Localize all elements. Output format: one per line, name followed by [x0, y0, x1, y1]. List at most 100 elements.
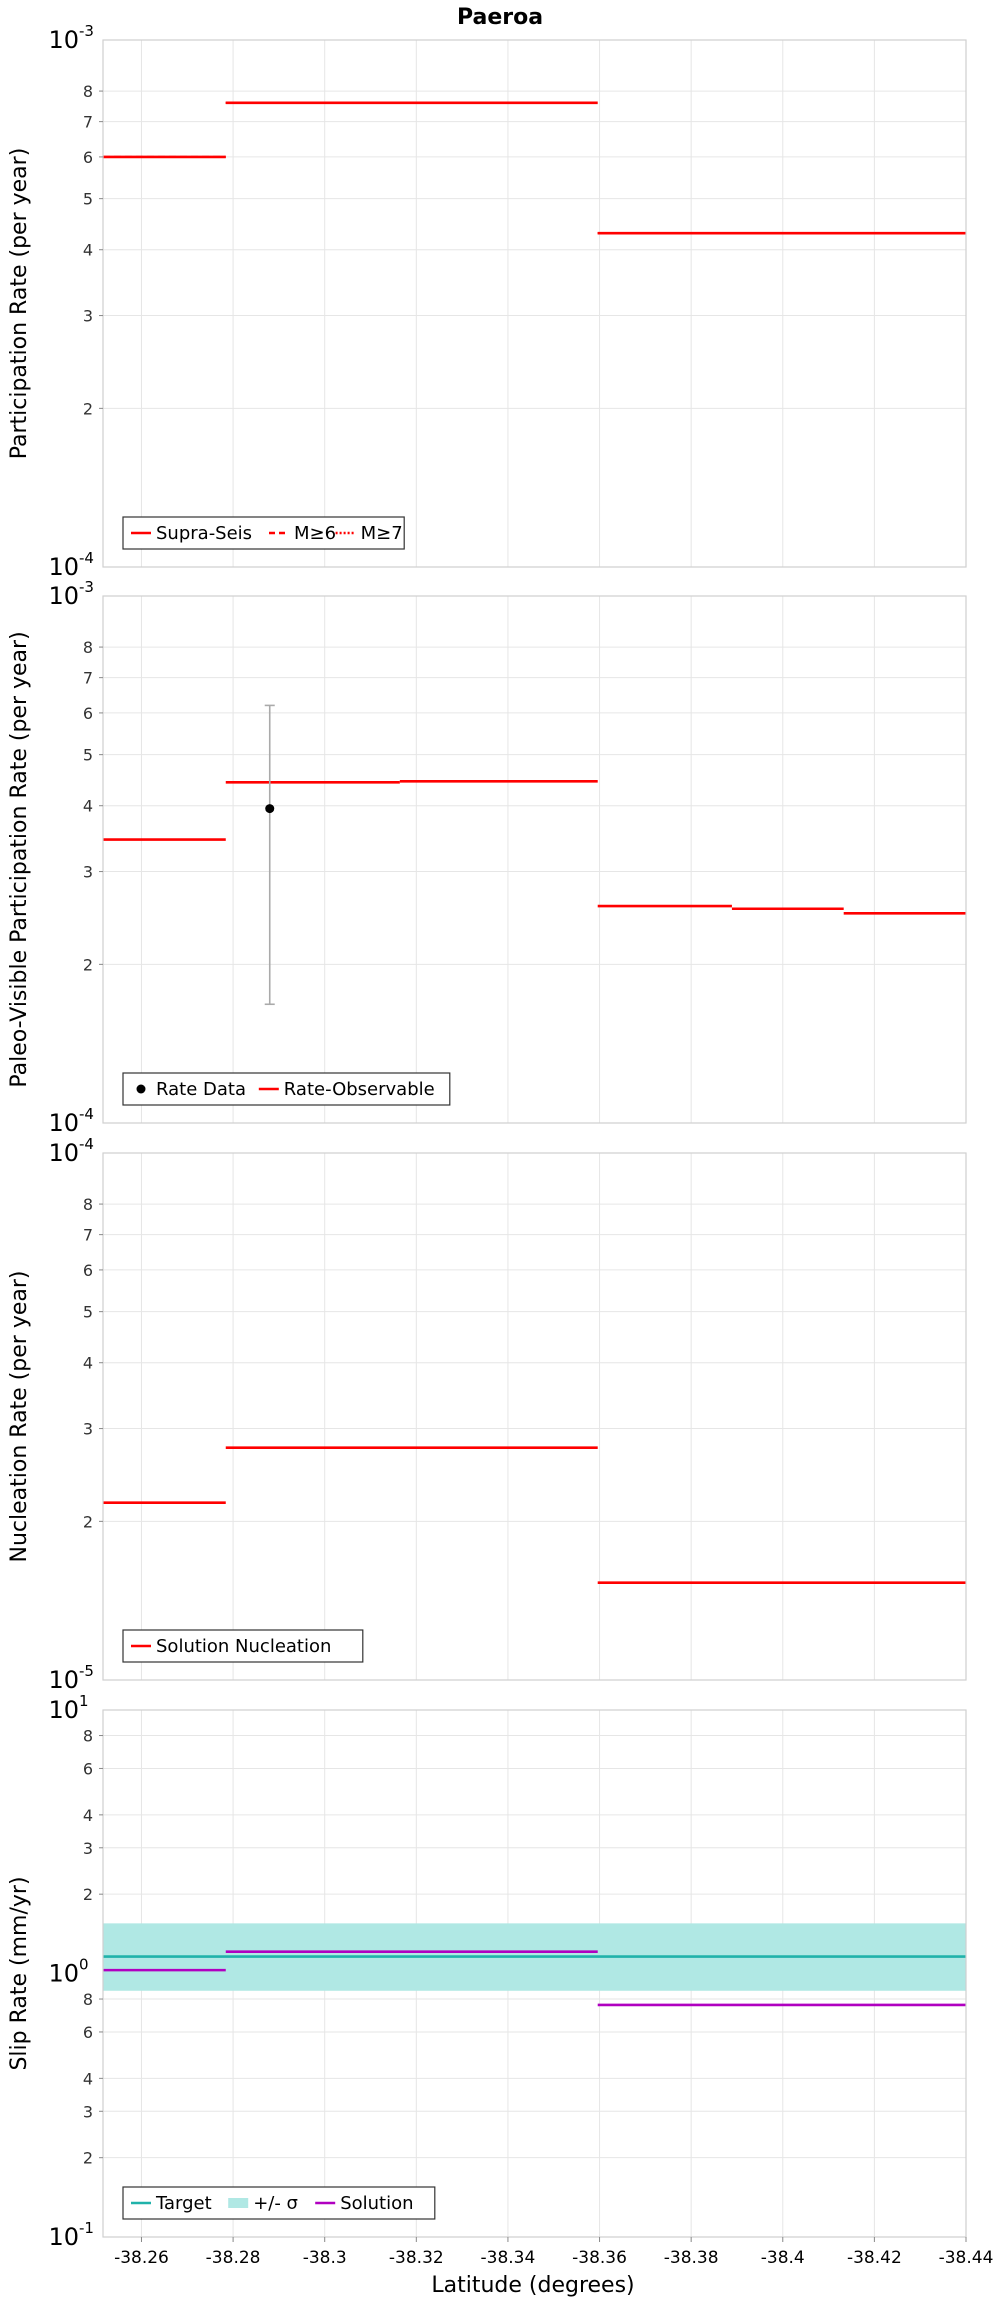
- y-major-tick: 10 -3: [48, 578, 94, 610]
- x-tick-label: -38.4: [761, 2248, 805, 2268]
- y-tick-label: 6: [83, 1261, 93, 1280]
- y-tick-exponent: -4: [79, 1135, 94, 1153]
- legend-label: Target: [155, 2193, 212, 2214]
- y-major-tick: 10 -5: [48, 1662, 94, 1694]
- y-axis-label: Nucleation Rate (per year): [7, 1271, 32, 1563]
- legend: Rate Data Rate-Observable: [122, 1072, 451, 1106]
- y-major-tick: 10 -4: [48, 1135, 94, 1167]
- y-tick-exponent: -1: [79, 2219, 94, 2237]
- y-tick-label: 2: [83, 399, 93, 418]
- grid-lines: [103, 40, 967, 567]
- legend-box: [122, 1072, 451, 1106]
- y-tick-base: 10: [48, 1139, 79, 1167]
- chart-title: Paeroa: [457, 5, 543, 30]
- y-tick-label: 7: [83, 113, 93, 132]
- y-tick-label: 8: [83, 1727, 93, 1746]
- legend-item: Rate Data: [136, 1079, 246, 1100]
- y-tick-label: 8: [83, 1990, 93, 2009]
- legend: Solution Nucleation: [122, 1629, 364, 1663]
- data-point: [264, 704, 275, 1006]
- y-tick-label: 7: [83, 1226, 93, 1245]
- y-tick-label: 2: [83, 955, 93, 974]
- legend: Supra-Seis M≥6 M≥7: [122, 516, 405, 550]
- y-major-tick: 10 -4: [48, 549, 94, 581]
- y-tick-base: 10: [48, 26, 79, 54]
- x-tick-label: -38.36: [572, 2248, 627, 2268]
- legend-label: Rate Data: [156, 1079, 246, 1100]
- series-m-7: [225, 101, 966, 235]
- y-tick-label: 7: [83, 669, 93, 688]
- legend-swatch: [228, 2198, 249, 2208]
- y-tick-exponent: 0: [79, 1956, 89, 1974]
- y-major-tick: 10 0: [48, 1956, 88, 1988]
- x-axis: -38.26 -38.28 -38.3 -38.32 -38.34 -38.36 -38.3…: [114, 2237, 993, 2268]
- y-tick-label: 4: [83, 797, 93, 816]
- plot-frame: [102, 39, 967, 568]
- plot-frame: [102, 595, 967, 1124]
- series-solution: [103, 1950, 966, 2007]
- y-tick-label: 2: [83, 1512, 93, 1531]
- x-tick-label: -38.32: [389, 2248, 444, 2268]
- grid-lines: [103, 1153, 967, 1680]
- legend-item: M≥7: [335, 523, 403, 544]
- y-tick-label: 3: [83, 863, 93, 882]
- x-tick-label: -38.28: [206, 2248, 261, 2268]
- legend-marker: [136, 1084, 146, 1094]
- y-tick-base: 10: [48, 1109, 79, 1137]
- series-solution-nucleation: [103, 1446, 966, 1584]
- legend-label: Solution: [340, 2193, 413, 2214]
- y-tick-base: 10: [48, 1666, 79, 1694]
- y-tick-base: 10: [48, 582, 79, 610]
- y-tick-label: 2: [83, 1885, 93, 1904]
- y-tick-label: 5: [83, 1303, 93, 1322]
- y-tick-base: 10: [48, 1696, 79, 1724]
- legend-item: M≥6: [269, 523, 336, 544]
- y-tick-label: 8: [83, 1195, 93, 1214]
- x-tick-label: -38.26: [114, 2248, 169, 2268]
- point-marker: [265, 804, 275, 814]
- plot-area: [103, 40, 966, 567]
- y-tick-exponent: -4: [79, 549, 94, 567]
- plot-frame: [102, 1709, 967, 2238]
- legend-label: M≥6: [294, 523, 336, 544]
- y-tick-label: 3: [83, 1420, 93, 1439]
- legend-item: Rate-Observable: [258, 1079, 435, 1100]
- y-tick-exponent: 1: [79, 1692, 89, 1710]
- plot-frame: [102, 1152, 967, 1681]
- y-tick-label: 5: [83, 746, 93, 765]
- legend-item: Solution Nucleation: [131, 1636, 331, 1657]
- x-tick-label: -38.44: [939, 2248, 994, 2268]
- legend-label: M≥7: [361, 523, 403, 544]
- legend-item: +/- σ: [228, 2193, 298, 2214]
- x-axis-label: Latitude (degrees): [431, 2273, 634, 2298]
- legend-item: Target: [131, 2193, 212, 2214]
- y-tick-exponent: -3: [79, 22, 94, 40]
- y-tick-label: 3: [83, 2102, 93, 2121]
- legend-box: [122, 1629, 364, 1663]
- y-tick-label: 3: [83, 307, 93, 326]
- y-tick-label: 6: [83, 704, 93, 723]
- y-tick-label: 4: [83, 1354, 93, 1373]
- y-major-tick: 10 -1: [48, 2219, 94, 2251]
- y-major-tick: 10 -3: [48, 22, 94, 54]
- y-tick-base: 10: [48, 1960, 79, 1988]
- legend-label: Supra-Seis: [156, 523, 252, 544]
- legend-box: [122, 516, 405, 550]
- y-tick-label: 3: [83, 1839, 93, 1858]
- y-tick-exponent: -3: [79, 578, 94, 596]
- y-major-tick: 10 1: [48, 1692, 88, 1724]
- x-tick-label: -38.42: [847, 2248, 902, 2268]
- y-tick-label: 4: [83, 241, 93, 260]
- y-tick-label: 4: [83, 2069, 93, 2088]
- legend: Target +/- σ Solution: [122, 2186, 436, 2220]
- plot-area: [103, 1153, 966, 1680]
- y-tick-base: 10: [48, 2223, 79, 2251]
- y-tick-base: 10: [48, 553, 79, 581]
